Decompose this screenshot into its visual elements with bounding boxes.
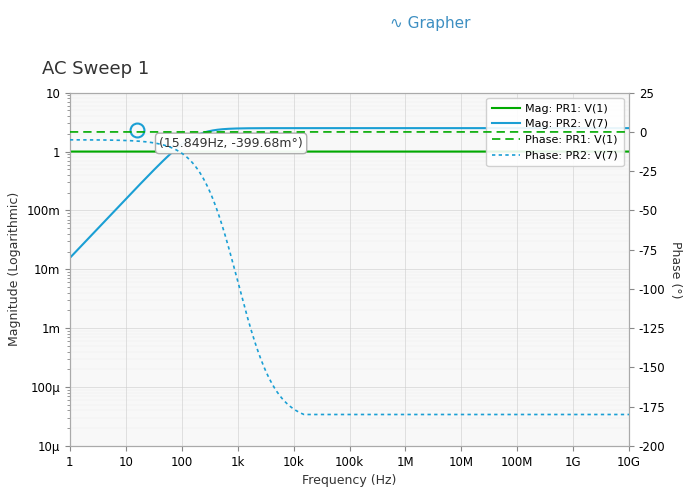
Text: AC Sweep ▾: AC Sweep ▾ (127, 17, 208, 31)
Text: AC Sweep 1: AC Sweep 1 (42, 60, 149, 78)
Y-axis label: Magnitude (Logarithmic): Magnitude (Logarithmic) (8, 192, 21, 346)
Text: ∿ Grapher: ∿ Grapher (379, 17, 460, 31)
Text: ⚡ Split: ⚡ Split (530, 17, 575, 31)
Text: ▶: ▶ (64, 17, 75, 31)
Legend: Mag: PR1: V(1), Mag: PR2: V(7), Phase: PR1: V(1), Phase: PR2: V(7): Mag: PR1: V(1), Mag: PR2: V(7), Phase: P… (487, 98, 624, 166)
X-axis label: Frequency (Hz): Frequency (Hz) (302, 474, 397, 487)
Text: ⓘ: ⓘ (22, 15, 34, 33)
Text: ⚙: ⚙ (663, 15, 679, 33)
Text: ■: ■ (106, 17, 118, 31)
Text: ↦ Schematic: ↦ Schematic (236, 17, 324, 31)
FancyBboxPatch shape (374, 3, 486, 45)
Text: ∿ Grapher: ∿ Grapher (389, 17, 470, 31)
Y-axis label: Phase (°): Phase (°) (669, 240, 682, 298)
Text: (15.849Hz, -399.68m°): (15.849Hz, -399.68m°) (159, 137, 303, 150)
